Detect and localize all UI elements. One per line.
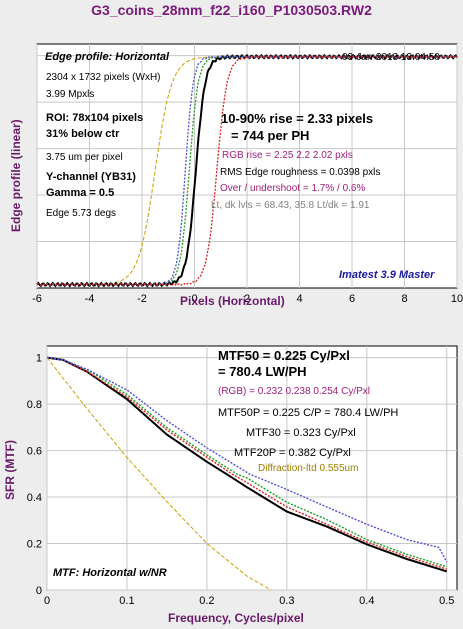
edge-xtick-label: 4 — [296, 293, 302, 305]
edge-xlabel: Pixels (Horizontal) — [180, 294, 285, 308]
mtf-panel: 0 0.1 0.2 0.3 0.4 0.5 0 0.2 0.4 0.6 0.8 1 Frequenc… — [3, 345, 458, 625]
mtf-ylabel: SFR (MTF) — [3, 440, 17, 500]
edge-rgb-rise: RGB rise = 2.25 2.2 2.02 pxls — [222, 150, 353, 161]
edge-xtick-label: 0 — [191, 293, 197, 305]
edge-xtick-label: 6 — [349, 293, 355, 305]
mtf-rgb: (RGB) = 0.232 0.238 0.254 Cy/Pxl — [218, 386, 370, 397]
mtf50-line1: MTF50 = 0.225 Cy/Pxl — [218, 348, 350, 363]
edge-overshoot: Over / undershoot = 1.7% / 0.6% — [220, 183, 365, 194]
edge-xtick-label: -6 — [32, 293, 42, 305]
edge-channel: Y-channel (YB31) — [46, 171, 136, 183]
mtf-xtick-label: 0.5 — [439, 595, 454, 607]
edge-rise-line2: = 744 per PH — [231, 128, 309, 143]
edge-profile-panel: -6 -4 -2 0 2 4 6 8 10 Pixels (Horizontal) Edge p… — [9, 43, 463, 308]
mtf-series-green — [46, 356, 448, 568]
mtf-ytick-label: 0.6 — [27, 446, 42, 458]
mtf50p: MTF50P = 0.225 C/P = 780.4 LW/PH — [218, 407, 398, 419]
edge-levels: Lt, dk lvls = 68.43, 35.8 Lt/dk = 1.91 — [211, 200, 370, 211]
edge-roi: ROI: 78x104 pixels — [46, 112, 143, 124]
mtf-series-red — [46, 356, 448, 570]
edge-xtick-label: 2 — [244, 293, 250, 305]
edge-xtick-label: 8 — [401, 293, 407, 305]
mtf-xtick-label: 0.1 — [119, 595, 134, 607]
mtf-panel-label: MTF: Horizontal w/NR — [53, 567, 167, 579]
mtf-xtick-label: 0.4 — [359, 595, 374, 607]
edge-xtick-label: 10 — [451, 293, 463, 305]
edge-info-mpxls: 3.99 Mpxls — [46, 89, 94, 100]
mtf-ytick-label: 1 — [36, 353, 42, 365]
mtf50-line2: = 780.4 LW/PH — [218, 364, 307, 379]
mtf20p: MTF20P = 0.382 Cy/Pxl — [234, 447, 351, 459]
mtf-ytick-label: 0.4 — [27, 492, 42, 504]
edge-date: 03-Jan-2013 13:04:50 — [342, 52, 440, 63]
edge-rise-line1: 10-90% rise = 2.33 pixels — [221, 111, 373, 126]
mtf-ytick-label: 0.8 — [27, 399, 42, 411]
mtf-series-diffraction — [46, 357, 272, 591]
mtf-series-blue — [46, 356, 448, 563]
edge-angle: Edge 5.73 degs — [46, 208, 116, 219]
mtf-xtick-label: 0.3 — [279, 595, 294, 607]
window-title: G3_coins_28mm_f22_i160_P1030503.RW2 — [91, 2, 372, 18]
edge-xtick-label: -2 — [137, 293, 147, 305]
mtf-xlabel: Frequency, Cycles/pixel — [168, 611, 304, 625]
mtf30: MTF30 = 0.323 Cy/Pxl — [246, 427, 356, 439]
edge-ylabel: Edge profile (linear) — [9, 119, 23, 232]
edge-brand: Imatest 3.9 Master — [339, 269, 435, 281]
edge-series-red — [36, 55, 458, 286]
edge-gamma: Gamma = 0.5 — [46, 187, 114, 199]
edge-rms: RMS Edge roughness = 0.0398 pxls — [220, 167, 380, 178]
edge-panel-label: Edge profile: Horizontal — [45, 51, 170, 63]
edge-roi-position: 31% below ctr — [46, 128, 120, 140]
mtf-diffraction-label: Diffraction-ltd 0.555um — [258, 463, 358, 474]
mtf-xtick-label: 0.2 — [199, 595, 214, 607]
edge-xtick-label: -4 — [85, 293, 95, 305]
mtf-ytick-label: 0 — [36, 585, 42, 597]
edge-info-size: 2304 x 1732 pixels (WxH) — [46, 72, 161, 83]
mtf-ytick-label: 0.2 — [27, 539, 42, 551]
edge-pixel-size: 3.75 um per pixel — [46, 152, 123, 163]
mtf-xtick-label: 0 — [44, 595, 50, 607]
